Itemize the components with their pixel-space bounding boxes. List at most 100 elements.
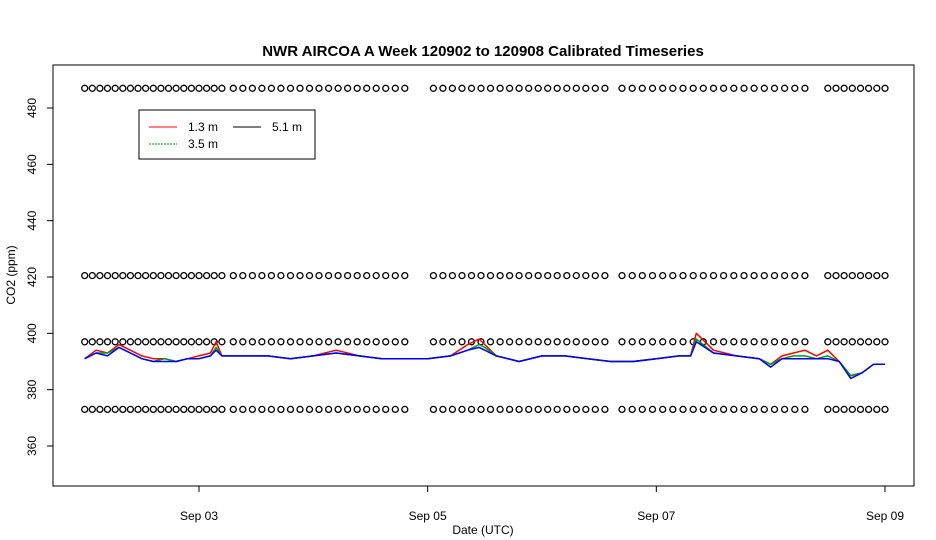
- calibration-point: [760, 338, 768, 346]
- calibration-point: [515, 84, 523, 92]
- calibration-point: [467, 84, 476, 92]
- calibration-point: [856, 405, 865, 414]
- legend-label-5-1m: 5.1 m: [272, 120, 302, 134]
- calibration-point: [856, 84, 865, 92]
- calibration-point: [486, 405, 495, 414]
- calibration-point: [601, 84, 609, 92]
- calibration-point: [334, 338, 342, 346]
- x-tick-label: Sep 03: [180, 509, 218, 523]
- calibration-point: [515, 338, 523, 346]
- calibration-point: [149, 338, 157, 346]
- calibration-point: [343, 405, 352, 414]
- calibration-point: [258, 271, 266, 280]
- calibration-point: [286, 338, 295, 346]
- calibration-point: [81, 84, 89, 92]
- calibration-point: [770, 84, 779, 92]
- calibration-point: [572, 271, 580, 280]
- calibration-point: [730, 271, 738, 280]
- calibration-point: [832, 271, 840, 280]
- calibration-point: [218, 338, 226, 346]
- calibration-point: [730, 405, 738, 414]
- legend: 1.3 m 3.5 m 5.1 m: [138, 109, 316, 160]
- calibration-point: [96, 271, 104, 280]
- calibration-point: [780, 405, 789, 414]
- calibration-point: [187, 84, 196, 92]
- calibration-point: [141, 271, 150, 280]
- calibration-point: [824, 338, 832, 346]
- calibration-point: [382, 338, 390, 346]
- calibration-point: [881, 271, 889, 280]
- calibration-point: [791, 271, 799, 280]
- calibration-point: [248, 405, 257, 414]
- calibration-point: [582, 338, 590, 346]
- calibration-point: [248, 271, 257, 280]
- calibration-point: [119, 84, 127, 92]
- calibration-point: [638, 84, 646, 92]
- calibration-point: [719, 84, 728, 92]
- calibration-point: [372, 84, 380, 92]
- calibration-point: [401, 271, 409, 280]
- calibration-point: [582, 271, 590, 280]
- calibration-point: [353, 271, 361, 280]
- calibration-point: [669, 84, 677, 92]
- calibration-point: [134, 271, 142, 280]
- calibration-point: [277, 338, 285, 346]
- calibration-point: [563, 271, 571, 280]
- calibration-point: [324, 84, 333, 92]
- calibration-point: [486, 84, 495, 92]
- calibration-point: [719, 338, 728, 346]
- calibration-point: [134, 84, 142, 92]
- calibration-point: [525, 271, 533, 280]
- calibration-point: [840, 271, 848, 280]
- calibration-point: [709, 271, 718, 280]
- calibration-point: [563, 338, 571, 346]
- calibration-point: [591, 338, 599, 346]
- calibration-point: [864, 338, 873, 346]
- calibration-point: [628, 271, 636, 280]
- calibration-point: [141, 84, 150, 92]
- calibration-point: [618, 405, 626, 414]
- calibration-point: [141, 405, 150, 414]
- calibration-point: [628, 405, 636, 414]
- calibration-point: [750, 338, 758, 346]
- calibration-point: [119, 271, 127, 280]
- calibration-point: [572, 338, 580, 346]
- calibration-point: [848, 405, 856, 414]
- calibration-point: [439, 271, 447, 280]
- x-tick-label: Sep 07: [637, 509, 675, 523]
- calibration-point: [832, 84, 840, 92]
- calibration-point: [157, 271, 165, 280]
- calibration-point: [525, 338, 533, 346]
- calibration-point: [864, 271, 873, 280]
- calibration-point: [832, 405, 840, 414]
- y-axis: 360 380 400 420 440 460 480: [25, 98, 53, 456]
- calibration-point: [840, 405, 848, 414]
- calibration-point: [382, 405, 390, 414]
- calibration-point: [669, 271, 677, 280]
- calibration-point: [791, 338, 799, 346]
- calibration-point: [210, 405, 218, 414]
- calibration-point: [401, 405, 409, 414]
- calibration-point: [638, 271, 646, 280]
- calibration-point: [824, 271, 832, 280]
- calibration-point: [848, 84, 856, 92]
- calibration-point: [267, 84, 276, 92]
- calibration-point: [439, 338, 447, 346]
- calibration-point: [582, 405, 590, 414]
- calibration-point: [628, 84, 636, 92]
- calibration-point: [180, 271, 188, 280]
- calibration-point: [730, 84, 738, 92]
- y-tick-label: 440: [25, 210, 39, 230]
- calibration-point: [801, 405, 809, 414]
- calibration-point: [496, 271, 504, 280]
- calibration-point: [505, 271, 514, 280]
- calibration-point: [172, 338, 180, 346]
- chart-title: NWR AIRCOA A Week 120902 to 120908 Calib…: [262, 43, 704, 60]
- calibration-point: [760, 405, 768, 414]
- calibration-point: [659, 271, 667, 280]
- calibration-point: [88, 271, 96, 280]
- calibration-point: [709, 338, 718, 346]
- calibration-point: [591, 271, 599, 280]
- legend-label-3-5m: 3.5 m: [188, 137, 218, 151]
- calibration-point: [334, 271, 342, 280]
